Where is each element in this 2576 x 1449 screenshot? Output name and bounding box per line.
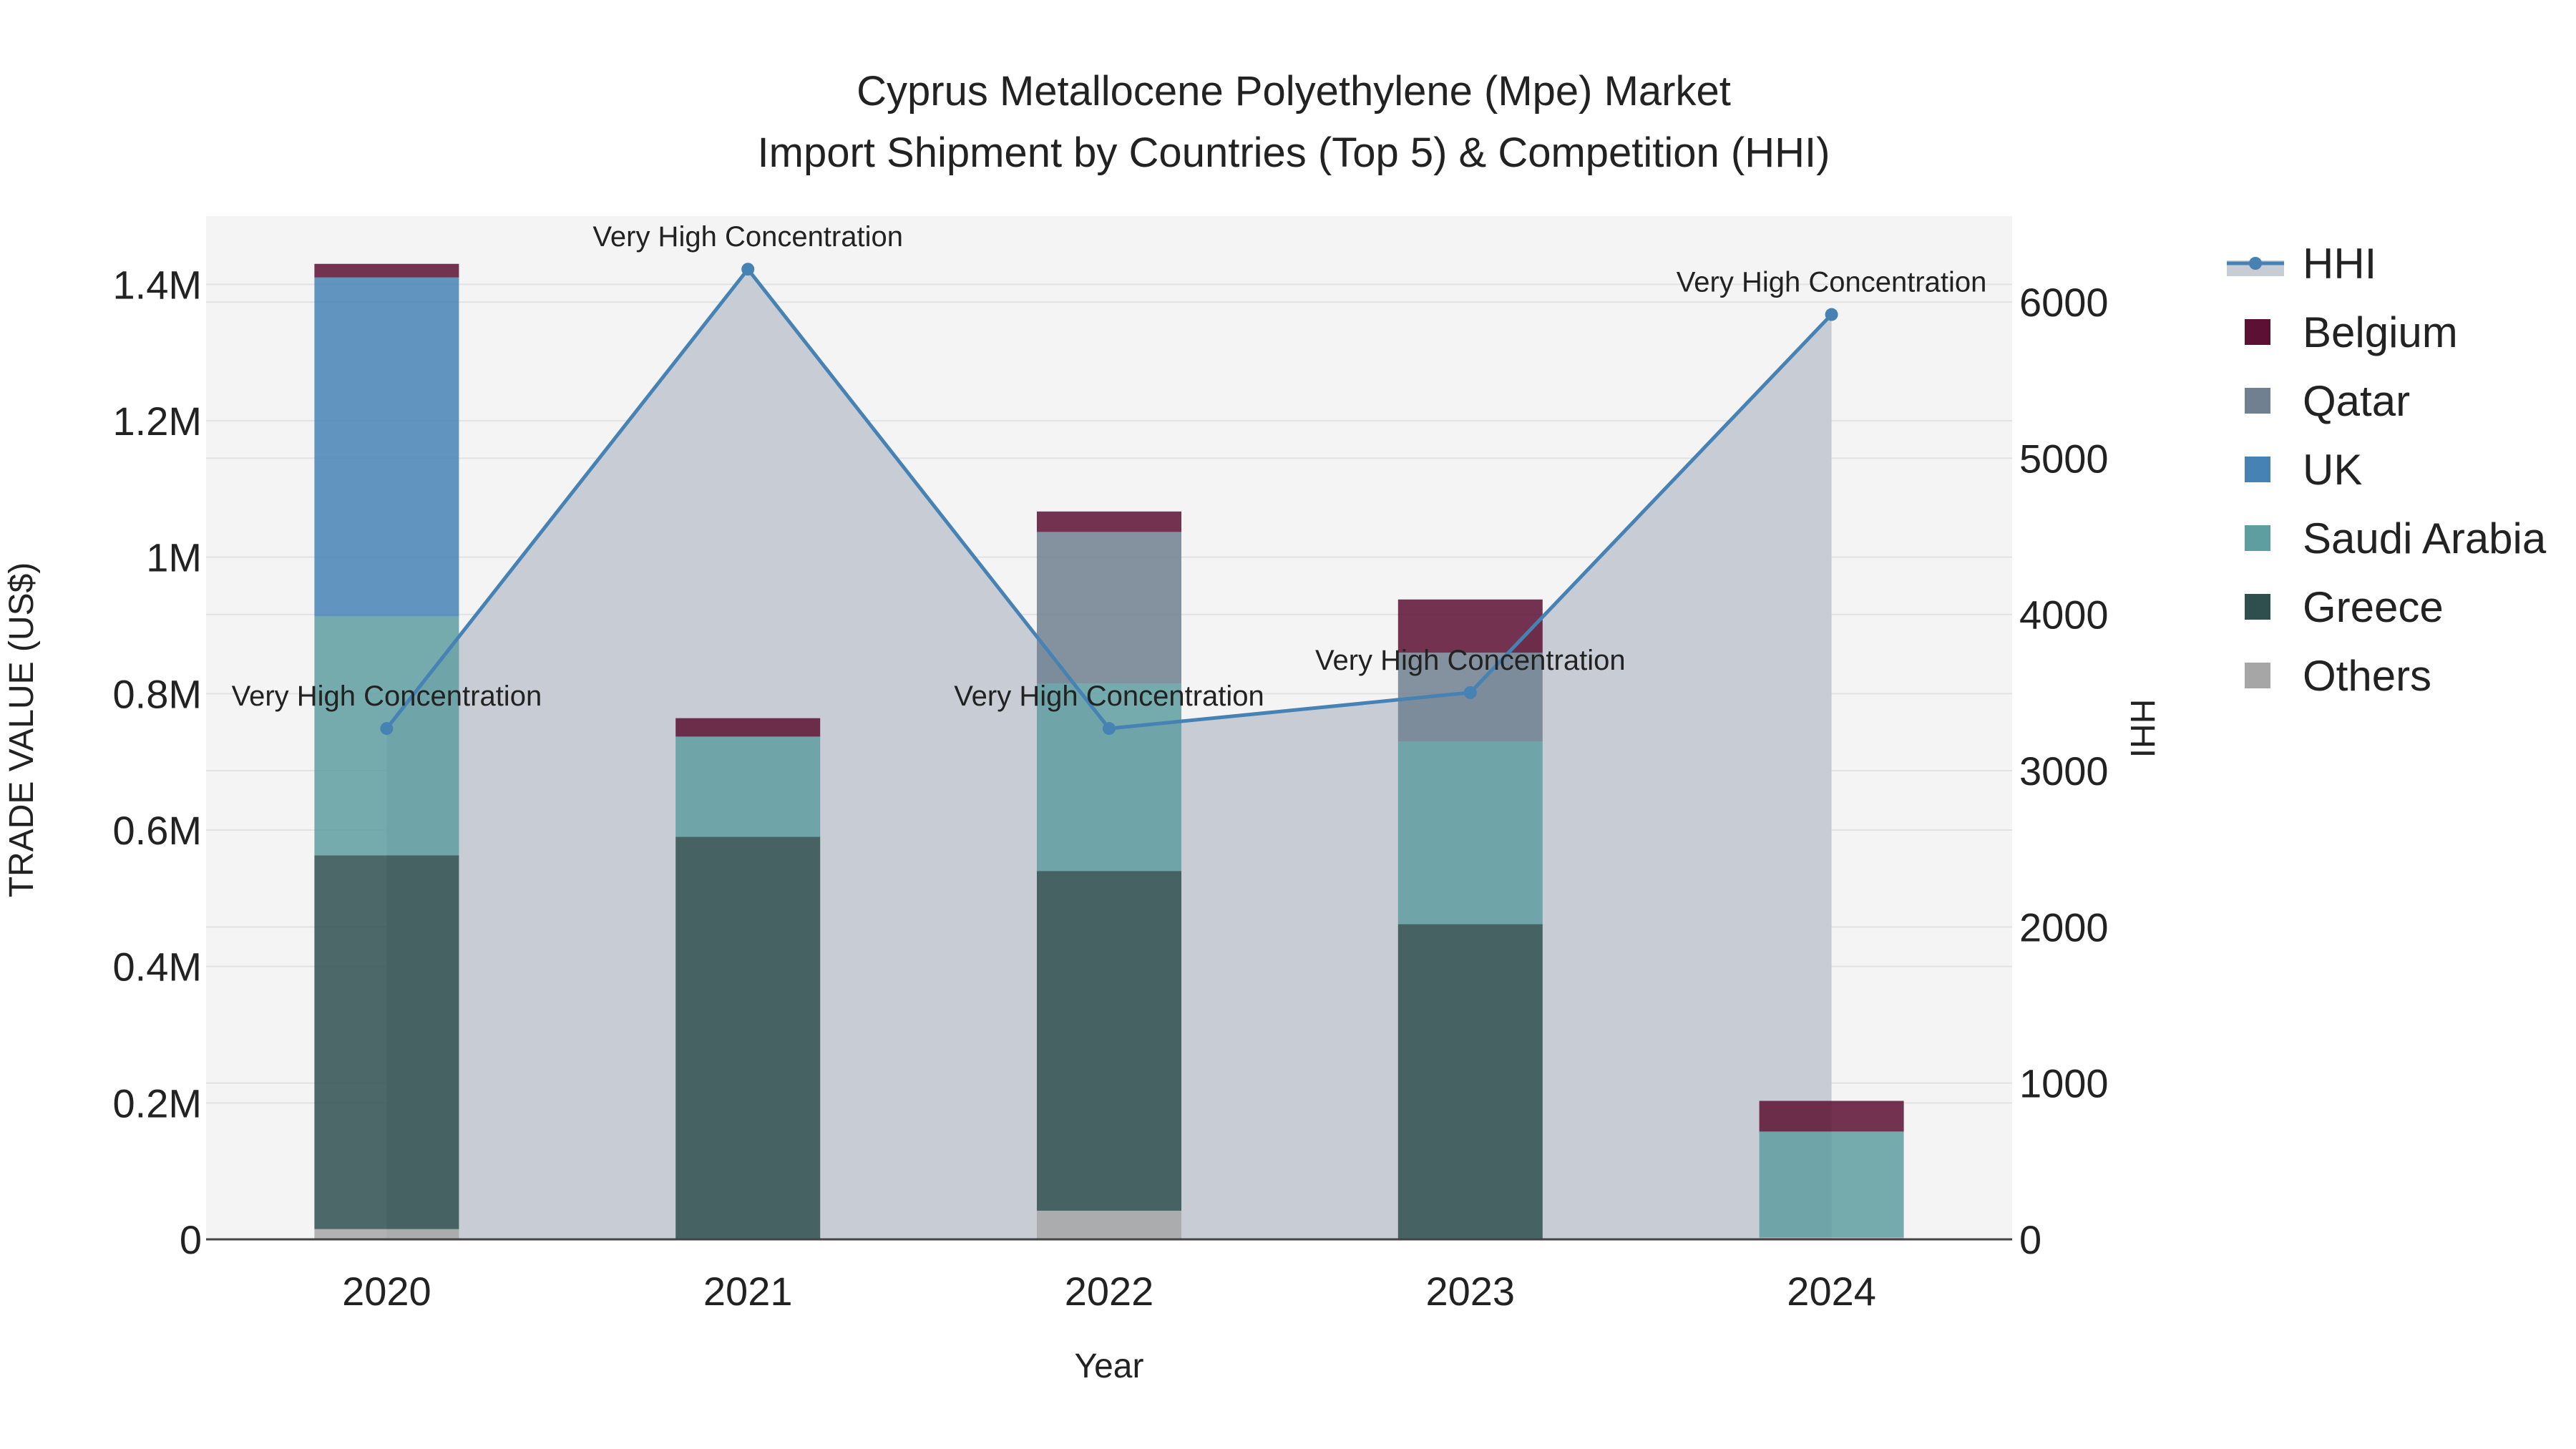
y2-tick-label: 3000 xyxy=(2019,748,2109,794)
hhi-point-2022[interactable] xyxy=(1103,722,1116,736)
hhi-annotations: Very High Concentration Very High Concent… xyxy=(232,221,1987,712)
y-tick-label: 1M xyxy=(146,535,202,580)
y2-tick-label: 6000 xyxy=(2019,280,2109,325)
x-tick-label: 2020 xyxy=(342,1269,431,1314)
chart-title-line-2: Import Shipment by Countries (Top 5) & C… xyxy=(758,130,1830,176)
legend-item-greece[interactable]: Greece xyxy=(2245,583,2444,631)
legend-label: Others xyxy=(2303,652,2431,700)
legend-swatch xyxy=(2245,594,2270,620)
bars xyxy=(314,263,1904,1239)
legend-label: Belgium xyxy=(2303,308,2458,356)
legend: HHI Belgium Qatar UK Saudi Arabia Greece Other… xyxy=(2227,240,2547,700)
bar-saudi-arabia-2020[interactable] xyxy=(314,616,459,856)
x-tick-label: 2021 xyxy=(703,1269,793,1314)
legend-swatch xyxy=(2245,388,2270,414)
legend-label: HHI xyxy=(2303,240,2376,288)
bar-saudi-arabia-2021[interactable] xyxy=(675,736,821,837)
legend-swatch xyxy=(2245,663,2270,688)
bar-uk-2020[interactable] xyxy=(314,277,459,617)
bar-greece-2021[interactable] xyxy=(675,836,821,1239)
legend-swatch-hhi-marker xyxy=(2249,257,2262,270)
x-tick-label: 2022 xyxy=(1065,1269,1154,1314)
y-tick-label: 0.8M xyxy=(113,671,203,716)
bar-others-2022[interactable] xyxy=(1037,1210,1181,1239)
bar-saudi-arabia-2023[interactable] xyxy=(1397,741,1543,924)
legend-swatch xyxy=(2245,457,2270,482)
hhi-point-2024[interactable] xyxy=(1825,308,1838,321)
y2-tick-label: 1000 xyxy=(2019,1061,2109,1106)
legend-label: UK xyxy=(2303,446,2362,494)
y-tick-label: 0.2M xyxy=(113,1080,203,1126)
legend-label: Qatar xyxy=(2303,377,2410,425)
legend-label: Saudi Arabia xyxy=(2303,514,2547,562)
hhi-annotation-2020: Very High Concentration xyxy=(232,680,542,712)
hhi-annotation-2021: Very High Concentration xyxy=(592,221,903,253)
bar-saudi-arabia-2022[interactable] xyxy=(1037,683,1181,872)
x-tick-label: 2024 xyxy=(1787,1269,1876,1314)
hhi-point-2021[interactable] xyxy=(741,263,755,276)
hhi-point-2020[interactable] xyxy=(380,722,394,736)
hhi-annotation-2024: Very High Concentration xyxy=(1677,267,1987,298)
legend-item-saudi-arabia[interactable]: Saudi Arabia xyxy=(2245,514,2547,562)
x-tick-label: 2023 xyxy=(1426,1269,1516,1314)
y-tick-label: 1.4M xyxy=(113,262,203,307)
legend-item-others[interactable]: Others xyxy=(2245,652,2431,700)
y-axis-title: TRADE VALUE (US$) xyxy=(3,562,41,898)
legend-item-hhi[interactable]: HHI xyxy=(2227,240,2376,288)
bar-belgium-2022[interactable] xyxy=(1037,511,1181,532)
bar-greece-2020[interactable] xyxy=(314,855,459,1229)
y2-tick-label: 2000 xyxy=(2019,904,2109,950)
chart-title: Cyprus Metallocene Polyethylene (Mpe) Ma… xyxy=(758,68,1830,176)
hhi-point-2023[interactable] xyxy=(1463,686,1477,699)
y2-tick-label: 4000 xyxy=(2019,592,2109,638)
y-tick-label: 1.2M xyxy=(113,399,203,444)
bar-qatar-2022[interactable] xyxy=(1037,532,1181,684)
bar-belgium-2020[interactable] xyxy=(314,263,459,278)
y-tick-label: 0.6M xyxy=(113,808,203,853)
legend-item-belgium[interactable]: Belgium xyxy=(2245,308,2458,356)
y2-axis-title: HHI xyxy=(2123,699,2161,758)
x-axis-ticks: 2020 2021 2022 2023 2024 xyxy=(342,1269,1876,1314)
bar-greece-2022[interactable] xyxy=(1037,871,1181,1211)
chart-title-line-1: Cyprus Metallocene Polyethylene (Mpe) Ma… xyxy=(857,68,1731,114)
y2-tick-label: 5000 xyxy=(2019,436,2109,481)
legend-label: Greece xyxy=(2303,583,2444,631)
y-axis-ticks: 0 0.2M 0.4M 0.6M 0.8M 1M 1.2M 1.4M xyxy=(113,262,203,1262)
legend-item-uk[interactable]: UK xyxy=(2245,446,2362,494)
y2-axis-ticks: 0 1000 2000 3000 4000 5000 6000 xyxy=(2019,280,2109,1262)
bar-belgium-2024[interactable] xyxy=(1759,1101,1904,1132)
y-tick-label: 0 xyxy=(180,1217,202,1262)
legend-swatch xyxy=(2245,525,2270,551)
bar-belgium-2021[interactable] xyxy=(675,718,821,737)
y2-tick-label: 0 xyxy=(2019,1217,2041,1262)
y-tick-label: 0.4M xyxy=(113,945,203,990)
hhi-annotation-2022: Very High Concentration xyxy=(954,680,1264,712)
bar-saudi-arabia-2024[interactable] xyxy=(1759,1131,1904,1238)
legend-item-qatar[interactable]: Qatar xyxy=(2245,377,2410,425)
bar-others-2020[interactable] xyxy=(314,1229,459,1239)
hhi-line-series xyxy=(380,263,1838,736)
x-axis-title: Year xyxy=(1075,1347,1144,1385)
hhi-annotation-2023: Very High Concentration xyxy=(1315,645,1626,676)
bar-greece-2023[interactable] xyxy=(1397,924,1543,1239)
legend-swatch xyxy=(2245,319,2270,345)
